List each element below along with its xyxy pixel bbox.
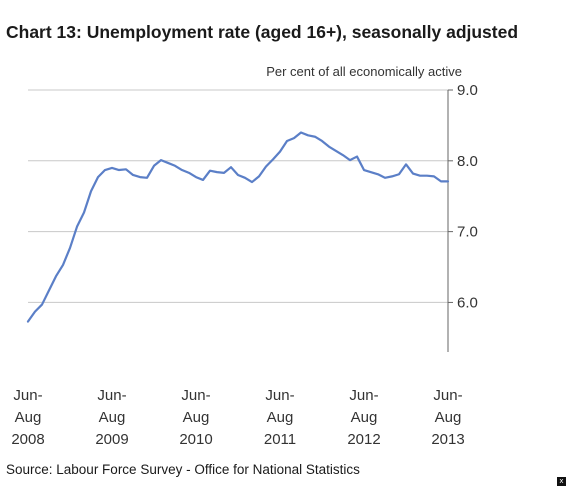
source-note: Source: Labour Force Survey - Office for… — [6, 462, 360, 477]
x-tick-label: Aug — [351, 409, 378, 426]
x-tick-label: Aug — [183, 409, 210, 426]
y-tick-label: 6.0 — [457, 294, 478, 311]
y-axis-label: Per cent of all economically active — [266, 64, 462, 79]
x-tick-label: 2012 — [347, 431, 380, 448]
line-chart: 9.0 8.0 7.0 6.0 Jun- Aug 2008 Jun- Aug 2009 Jun- A… — [11, 64, 478, 448]
x-tick-label: Jun- — [97, 387, 126, 404]
close-icon[interactable]: x — [557, 477, 566, 486]
x-tick-label: 2009 — [95, 431, 128, 448]
x-tick-label: 2008 — [11, 431, 44, 448]
x-tick-label: Jun- — [181, 387, 210, 404]
x-tick-label: Jun- — [13, 387, 42, 404]
x-tick-label: Jun- — [349, 387, 378, 404]
x-tick-label: 2011 — [264, 431, 296, 448]
x-tick-label: Jun- — [433, 387, 462, 404]
chart-title: Chart 13: Unemployment rate (aged 16+), … — [6, 22, 519, 42]
x-tick-label: Aug — [435, 409, 462, 426]
y-tick-label: 8.0 — [457, 153, 478, 170]
x-tick-labels: Jun- Aug 2008 Jun- Aug 2009 Jun- Aug 2010 Jun- Aug… — [11, 387, 464, 448]
x-tick-label: Aug — [267, 409, 294, 426]
series-layer — [26, 131, 450, 323]
x-tick-label: 2010 — [179, 431, 212, 448]
x-tick-label: Aug — [15, 409, 42, 426]
x-tick-label: Jun- — [265, 387, 294, 404]
y-tick-label: 9.0 — [457, 82, 478, 99]
y-tick-labels: 9.0 8.0 7.0 6.0 — [457, 82, 478, 311]
x-tick-label: 2013 — [431, 431, 464, 448]
y-axis — [447, 89, 453, 352]
series-line — [26, 131, 450, 323]
gridlines — [28, 89, 448, 303]
x-tick-label: Aug — [99, 409, 126, 426]
y-tick-label: 7.0 — [457, 224, 478, 241]
